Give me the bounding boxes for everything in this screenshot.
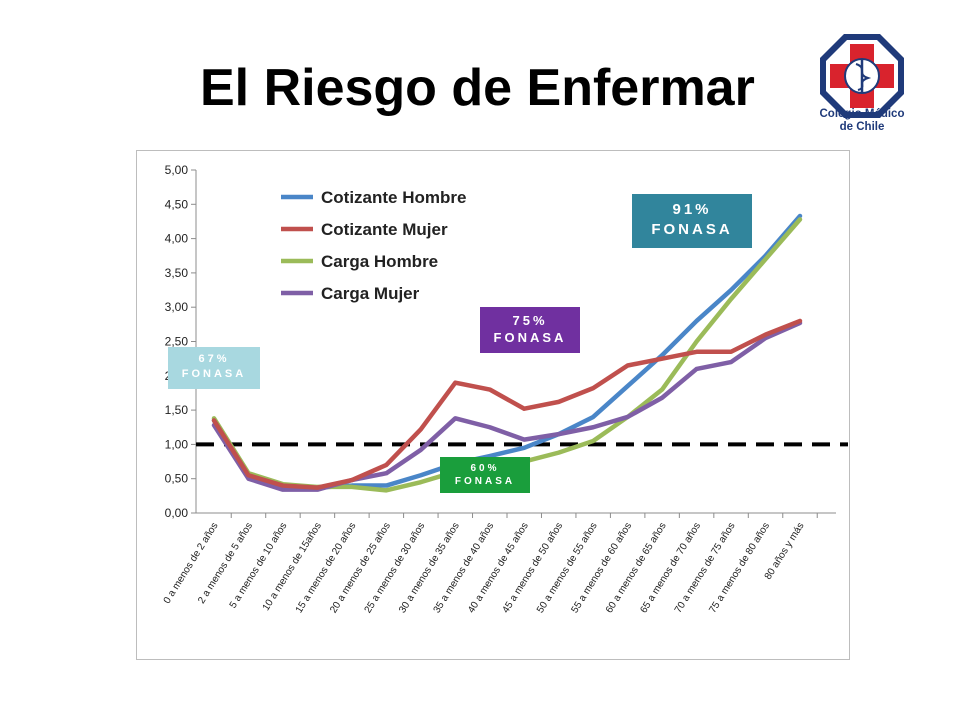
data-point <box>246 473 250 477</box>
data-point <box>419 427 423 431</box>
x-tick-label: 70 a menos de 75 años <box>673 521 738 615</box>
logo-text: Colegio Médico de Chile <box>812 108 912 134</box>
badge-75-pct: 75% <box>512 313 548 328</box>
data-point <box>764 257 768 261</box>
data-point <box>591 425 595 429</box>
data-point <box>488 454 492 458</box>
data-point <box>281 488 285 492</box>
data-point <box>384 471 388 475</box>
badge-91-fonasa: 91% FONASA <box>632 194 752 248</box>
y-tick-label: 1,00 <box>165 437 189 451</box>
x-tick-label: 75 a menos de 80 años <box>707 521 772 615</box>
colegio-medico-logo-icon <box>820 34 904 118</box>
x-tick-label: 50 a menos de 55 años <box>535 521 600 615</box>
data-point <box>660 388 664 392</box>
data-point <box>522 446 526 450</box>
badge-60-label: FONASA <box>454 476 516 487</box>
data-point <box>488 425 492 429</box>
data-point <box>798 214 802 218</box>
y-tick-label: 0,00 <box>165 506 189 520</box>
x-tick-label: 45 a menos de 50 años <box>501 521 566 615</box>
data-point <box>626 364 630 368</box>
data-point <box>384 484 388 488</box>
y-tick-label: 1,50 <box>165 403 189 417</box>
data-point <box>419 480 423 484</box>
data-point <box>557 432 561 436</box>
x-tick-label: 65 a menos de 70 años <box>638 521 703 615</box>
data-point <box>557 451 561 455</box>
data-point <box>488 388 492 392</box>
x-tick-label: 60 a menos de 65 años <box>604 521 669 615</box>
badge-75-label: FONASA <box>493 330 567 345</box>
data-point <box>798 217 802 221</box>
data-point <box>557 400 561 404</box>
data-point <box>350 485 354 489</box>
legend-label: Carga Hombre <box>321 252 438 271</box>
legend-label: Cotizante Hombre <box>321 188 466 207</box>
badge-67-fonasa: 67% FONASA <box>168 347 260 389</box>
data-point <box>453 416 457 420</box>
badge-67-label: FONASA <box>181 368 247 380</box>
y-tick-label: 4,50 <box>165 197 189 211</box>
x-tick-label: 20 a menos de 25 años <box>328 521 393 615</box>
data-point <box>695 319 699 323</box>
data-point <box>626 384 630 388</box>
data-point <box>591 415 595 419</box>
x-tick-label: 15 a menos de 20 años <box>294 521 359 615</box>
y-tick-label: 2,50 <box>165 335 189 349</box>
badge-75-fonasa: 75% FONASA <box>480 307 580 353</box>
data-point <box>522 407 526 411</box>
x-tick-label: 40 a menos de 45 años <box>466 521 531 615</box>
line-chart: 0,000,501,001,502,002,503,003,504,004,50… <box>162 163 848 615</box>
data-point <box>591 439 595 443</box>
badge-60-pct: 60% <box>470 463 500 474</box>
data-point <box>522 438 526 442</box>
badge-60-fonasa: 60% FONASA <box>440 457 530 493</box>
data-point <box>384 463 388 467</box>
legend-label: Cotizante Mujer <box>321 220 448 239</box>
data-point <box>384 488 388 492</box>
data-point <box>660 353 664 357</box>
y-tick-label: 5,00 <box>165 163 189 177</box>
y-tick-label: 0,50 <box>165 472 189 486</box>
logo-line1: Colegio Médico <box>819 108 905 120</box>
data-point <box>453 381 457 385</box>
data-point <box>419 448 423 452</box>
x-tick-label: 25 a menos de 30 años <box>363 521 428 615</box>
data-point <box>729 360 733 364</box>
badge-67-pct: 67% <box>198 353 230 365</box>
series-line-carga-mujer <box>211 320 803 492</box>
x-tick-label: 10 a menos de 15años <box>261 521 324 613</box>
data-point <box>246 477 250 481</box>
y-tick-label: 3,50 <box>165 266 189 280</box>
x-tick-label: 55 a menos de 60 años <box>569 521 634 615</box>
data-point <box>695 367 699 371</box>
data-point <box>729 350 733 354</box>
data-point <box>695 350 699 354</box>
legend-label: Carga Mujer <box>321 284 420 303</box>
series-line-cotizante-mujer <box>211 318 803 490</box>
data-point <box>764 333 768 337</box>
data-point <box>729 288 733 292</box>
badge-91-pct: 91% <box>672 201 712 218</box>
data-point <box>729 297 733 301</box>
y-tick-label: 3,00 <box>165 300 189 314</box>
data-point <box>315 486 319 490</box>
data-point <box>591 386 595 390</box>
data-point <box>695 340 699 343</box>
data-point <box>281 484 285 488</box>
page-title: El Riesgo de Enfermar <box>200 59 755 117</box>
data-point <box>798 319 802 323</box>
data-point <box>660 396 664 400</box>
x-tick-label: 30 a menos de 35 años <box>397 521 462 615</box>
data-point <box>419 473 423 477</box>
badge-91-label: FONASA <box>651 221 733 238</box>
data-point <box>626 415 630 419</box>
logo-line2: de Chile <box>839 121 885 133</box>
x-tick-label: 35 a menos de 40 años <box>432 521 497 615</box>
data-point <box>660 357 664 361</box>
data-point <box>212 418 216 422</box>
data-point <box>350 478 354 482</box>
y-tick-label: 4,00 <box>165 232 189 246</box>
